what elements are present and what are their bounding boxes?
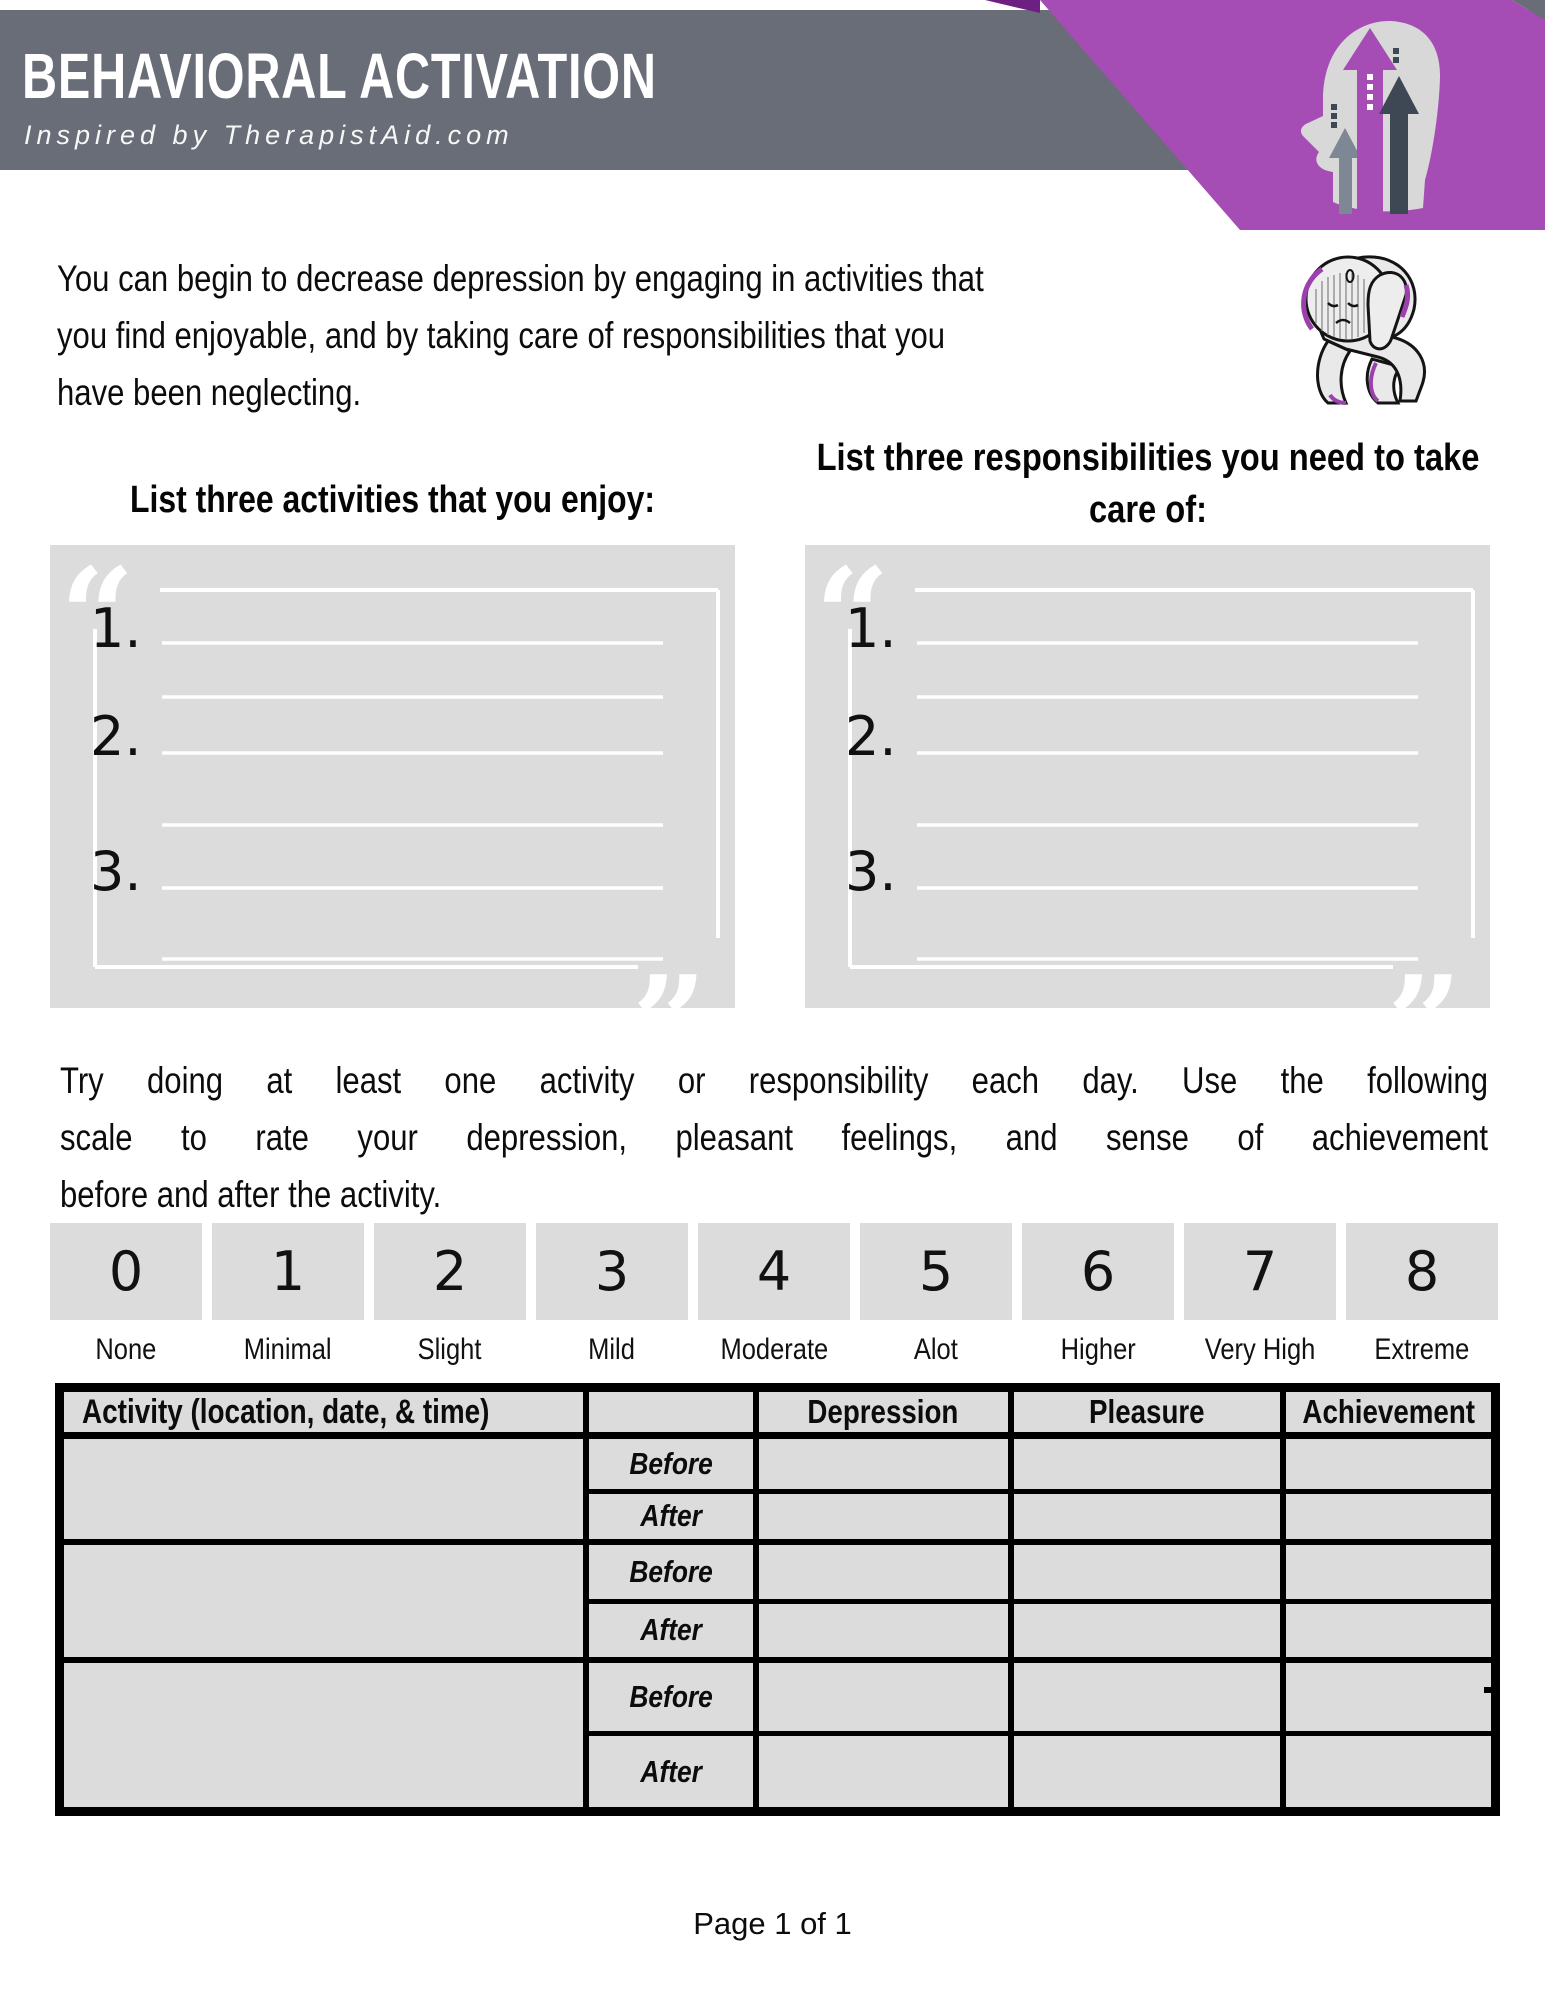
scale-label: Moderate (720, 1333, 828, 1366)
rating-cell[interactable] (752, 1541, 1011, 1604)
page-number: Page 1 of 1 (693, 1906, 852, 1941)
rating-cell[interactable] (752, 1659, 1011, 1736)
responsibilities-box-frame: “ ” (815, 539, 1475, 1100)
scale-cell: 2 Slight (374, 1223, 526, 1367)
rating-cell[interactable] (1007, 1601, 1283, 1663)
list-item-number: 3. (845, 840, 897, 903)
scale-cell: 7 Very High (1184, 1223, 1336, 1367)
activity-cell[interactable] (59, 1435, 586, 1545)
scale-label: Extreme (1374, 1333, 1470, 1366)
intro-line: have been neglecting. (57, 372, 362, 413)
scale-cell: 6 Higher (1022, 1223, 1174, 1367)
scale-label: Higher (1060, 1333, 1136, 1366)
rating-cell[interactable] (1279, 1659, 1496, 1736)
activities-list-box: “ ” 1. 2. 3. (50, 539, 735, 1100)
scale-value: 8 (1346, 1223, 1498, 1320)
col-header-blank (582, 1387, 756, 1439)
sad-crouched-person-icon (1301, 255, 1426, 405)
list-item-number: 1. (90, 597, 142, 660)
instructions-line: scale to rate your depression, pleasant … (60, 1117, 1488, 1158)
rating-cell[interactable] (1007, 1659, 1283, 1736)
scale-cell: 1 Minimal (212, 1223, 364, 1367)
after-label: After (582, 1733, 756, 1812)
responsibilities-list-box: “ ” 1. 2. 3. (805, 539, 1490, 1100)
close-quote-icon: ” (1387, 947, 1462, 1100)
intro-line: you find enjoyable, and by taking care o… (57, 315, 946, 356)
rating-cell[interactable] (1007, 1435, 1283, 1494)
list-item-number: 2. (90, 705, 142, 768)
col-header-depression: Depression (752, 1387, 1011, 1439)
col-header-activity: Activity (location, date, & time) (59, 1387, 586, 1439)
after-label: After (582, 1491, 756, 1545)
rating-cell[interactable] (1279, 1601, 1496, 1663)
activity-tracking-table: Activity (location, date, & time) Depres… (55, 1383, 1501, 1816)
before-label: Before (582, 1541, 756, 1604)
scale-label: None (95, 1333, 157, 1366)
intro-paragraph: You can begin to decrease depression by … (57, 250, 1160, 421)
open-quote-icon: “ (815, 539, 890, 692)
rating-cell[interactable] (1279, 1733, 1496, 1812)
rating-cell[interactable] (1007, 1733, 1283, 1812)
responsibilities-heading: List three responsibilities you need to … (816, 437, 1480, 531)
list-item-number: 1. (845, 597, 897, 660)
page-title: BEHAVIORAL ACTIVATION (22, 40, 657, 112)
rating-scale: 0 None 1 Minimal 2 Slight 3 Mild 4 Moder… (50, 1223, 1498, 1367)
rating-cell[interactable] (1279, 1491, 1496, 1545)
before-label: Before (582, 1435, 756, 1494)
instructions-paragraph: Try doing at least one activity or respo… (60, 1052, 1545, 1223)
scale-value: 4 (698, 1223, 850, 1320)
col-header-pleasure: Pleasure (1007, 1387, 1283, 1439)
list-item-number: 3. (90, 840, 142, 903)
rating-cell[interactable] (752, 1435, 1011, 1494)
after-label: After (582, 1601, 756, 1663)
rating-cell[interactable] (1007, 1541, 1283, 1604)
table-line-overrun (1484, 1687, 1498, 1693)
scale-value: 2 (374, 1223, 526, 1320)
rating-cell[interactable] (1279, 1541, 1496, 1604)
scale-label: Very High (1204, 1333, 1316, 1366)
scale-cell: 5 Alot (860, 1223, 1012, 1367)
rating-cell[interactable] (752, 1601, 1011, 1663)
scale-value: 1 (212, 1223, 364, 1320)
rating-cell[interactable] (1007, 1491, 1283, 1545)
scale-value: 7 (1184, 1223, 1336, 1320)
close-quote-icon: ” (632, 947, 707, 1100)
scale-value: 3 (536, 1223, 688, 1320)
list-item-number: 2. (845, 705, 897, 768)
scale-cell: 3 Mild (536, 1223, 688, 1367)
scale-label: Mild (588, 1333, 636, 1366)
instructions-line: Try doing at least one activity or respo… (60, 1060, 1488, 1101)
scale-label: Slight (418, 1333, 482, 1366)
col-header-achievement: Achievement (1279, 1387, 1496, 1439)
scale-cell: 4 Moderate (698, 1223, 850, 1367)
scale-label: Alot (914, 1333, 958, 1366)
before-label: Before (582, 1659, 756, 1736)
activity-cell[interactable] (59, 1541, 586, 1663)
rating-cell[interactable] (752, 1491, 1011, 1545)
activities-heading: List three activities that you enjoy: (129, 479, 656, 521)
scale-value: 6 (1022, 1223, 1174, 1320)
scale-cell: 8 Extreme (1346, 1223, 1498, 1367)
rating-cell[interactable] (1279, 1435, 1496, 1494)
scale-label: Minimal (244, 1333, 332, 1366)
open-quote-icon: “ (60, 539, 135, 692)
rating-cell[interactable] (752, 1733, 1011, 1812)
scale-cell: 0 None (50, 1223, 202, 1367)
intro-line: You can begin to decrease depression by … (57, 258, 984, 299)
scale-value: 5 (860, 1223, 1012, 1320)
scale-value: 0 (50, 1223, 202, 1320)
activities-box-frame: “ ” (60, 539, 720, 1100)
page-subtitle: Inspired by TherapistAid.com (24, 120, 514, 150)
instructions-line: before and after the activity. (60, 1174, 442, 1215)
activity-cell[interactable] (59, 1659, 586, 1812)
